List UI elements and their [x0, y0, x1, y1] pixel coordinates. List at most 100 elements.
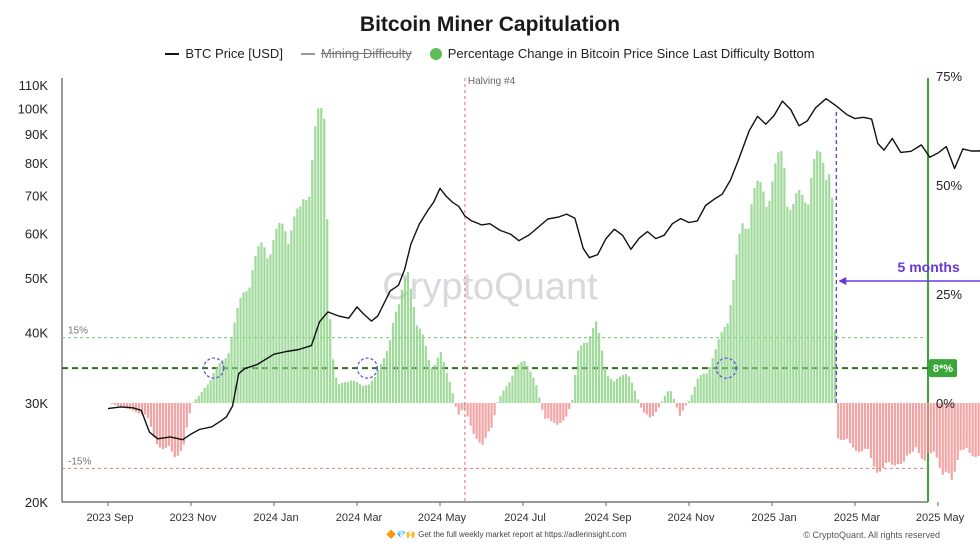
left-tick-label: 20K [25, 495, 48, 510]
x-tick-label: 2024 Sep [584, 512, 631, 524]
pct-bar-positive [502, 390, 505, 403]
legend-item-btc-price[interactable]: BTC Price [USD] [165, 46, 283, 61]
pct-bar-positive [353, 380, 356, 403]
pct-bar-positive [302, 199, 305, 403]
pct-bar-positive [433, 365, 436, 403]
pct-bar-positive [403, 278, 407, 403]
pct-bar-positive [753, 187, 756, 403]
pct-bar-positive [326, 219, 329, 403]
x-tick-label: 2024 Mar [336, 512, 383, 524]
pct-bar-positive [834, 330, 837, 403]
pct-bar-negative [684, 403, 687, 406]
pct-bar-negative [866, 403, 870, 450]
pct-bar-positive [400, 289, 404, 403]
pct-bar-positive [732, 280, 735, 403]
current-value-badge-label: 8*% [933, 363, 953, 375]
pct-bar-negative [122, 403, 126, 408]
pct-bar-positive [514, 369, 517, 403]
pct-bar-positive [777, 152, 780, 403]
pct-bar-positive [741, 223, 744, 403]
pct-bar-positive [427, 360, 430, 403]
pct-bar-positive [317, 108, 320, 403]
pct-bar-negative [863, 403, 867, 449]
right-tick-label: 0% [936, 396, 955, 411]
pct-bar-negative [893, 403, 897, 466]
pct-bar-positive [774, 163, 777, 403]
pct-bar-positive [630, 382, 634, 403]
pct-bar-negative [152, 403, 156, 438]
pct-bar-positive [615, 378, 619, 403]
pct-bar-positive [762, 191, 765, 403]
circle-marker [356, 357, 379, 379]
pct-bar-positive [248, 287, 251, 403]
pct-bar-positive [831, 198, 834, 403]
pct-bar-positive [511, 375, 514, 403]
pct-bar-positive [717, 339, 720, 403]
pct-bar-negative [840, 403, 843, 440]
x-tick-label: 2023 Nov [169, 512, 217, 524]
legend-item-mining-difficulty[interactable]: Mining Difficulty [300, 46, 412, 61]
pct-bar-positive [532, 377, 535, 403]
legend-item-pct-change[interactable]: Percentage Change in Bitcoin Price Since… [429, 46, 815, 61]
pct-bar-positive [206, 384, 209, 403]
x-tick-label: 2023 Sep [86, 512, 133, 524]
pct-bar-positive [421, 334, 424, 403]
left-tick-label: 100K [18, 101, 49, 116]
pct-bar-negative [128, 403, 132, 410]
pct-bar-negative [944, 403, 947, 472]
pct-bar-positive [795, 193, 798, 403]
pct-bar-positive [439, 352, 442, 403]
pct-bar-negative [878, 403, 882, 472]
pct-bar-negative [149, 403, 153, 427]
pct-bar-positive [612, 381, 616, 403]
pct-bar-positive [496, 402, 499, 403]
pct-bar-positive [251, 270, 254, 403]
pct-bar-positive [720, 332, 723, 403]
pct-bar-negative [872, 403, 876, 467]
pct-bar-positive [672, 398, 675, 403]
pct-bar-positive [341, 382, 344, 403]
pct-bar-positive [382, 358, 386, 403]
pct-bar-positive [813, 158, 816, 403]
pct-bar-positive [726, 323, 729, 403]
pct-bar-negative [956, 403, 959, 461]
pct-bar-positive [275, 228, 278, 403]
pct-bar-positive [759, 182, 762, 403]
pct-bar-negative [938, 403, 941, 468]
legend-dot-swatch [429, 47, 442, 60]
pct-bar-positive [194, 399, 197, 403]
left-tick-label: 40K [25, 325, 48, 340]
reference-line-label: -15% [68, 456, 91, 467]
pct-bar-positive [209, 379, 212, 403]
pct-bar-negative [116, 403, 120, 407]
pct-bar-positive [618, 376, 622, 403]
pct-bar-positive [448, 381, 451, 403]
pct-bar-negative [852, 403, 855, 448]
pct-bar-negative [484, 403, 487, 438]
pct-bar-negative [481, 403, 484, 445]
pct-bar-positive [263, 247, 266, 403]
pct-bar-negative [681, 403, 684, 411]
pct-bar-negative [881, 403, 885, 469]
pct-bar-positive [281, 223, 284, 403]
pct-bar-positive [580, 345, 583, 403]
copyright-text: © CryptoQuant. All rights reserved [803, 530, 940, 540]
pct-bar-negative [869, 403, 873, 459]
pct-bar-positive [338, 384, 341, 403]
pct-bar-positive [379, 364, 383, 403]
pct-bar-negative [562, 403, 565, 421]
pct-bar-negative [896, 403, 900, 465]
pct-bar-positive [714, 349, 717, 403]
pct-bar-negative [675, 403, 678, 408]
pct-bar-positive [406, 271, 409, 403]
pct-bar-negative [657, 403, 660, 408]
legend-line-swatch [165, 52, 180, 55]
pct-bar-positive [768, 200, 771, 403]
pct-bar-positive [571, 399, 574, 403]
legend-label-btc-price: BTC Price [USD] [185, 46, 283, 61]
pct-bar-positive [230, 338, 233, 403]
pct-bar-negative [131, 403, 135, 411]
pct-bar-negative [846, 403, 849, 439]
pct-bar-positive [311, 160, 314, 403]
pct-bar-positive [517, 364, 520, 403]
